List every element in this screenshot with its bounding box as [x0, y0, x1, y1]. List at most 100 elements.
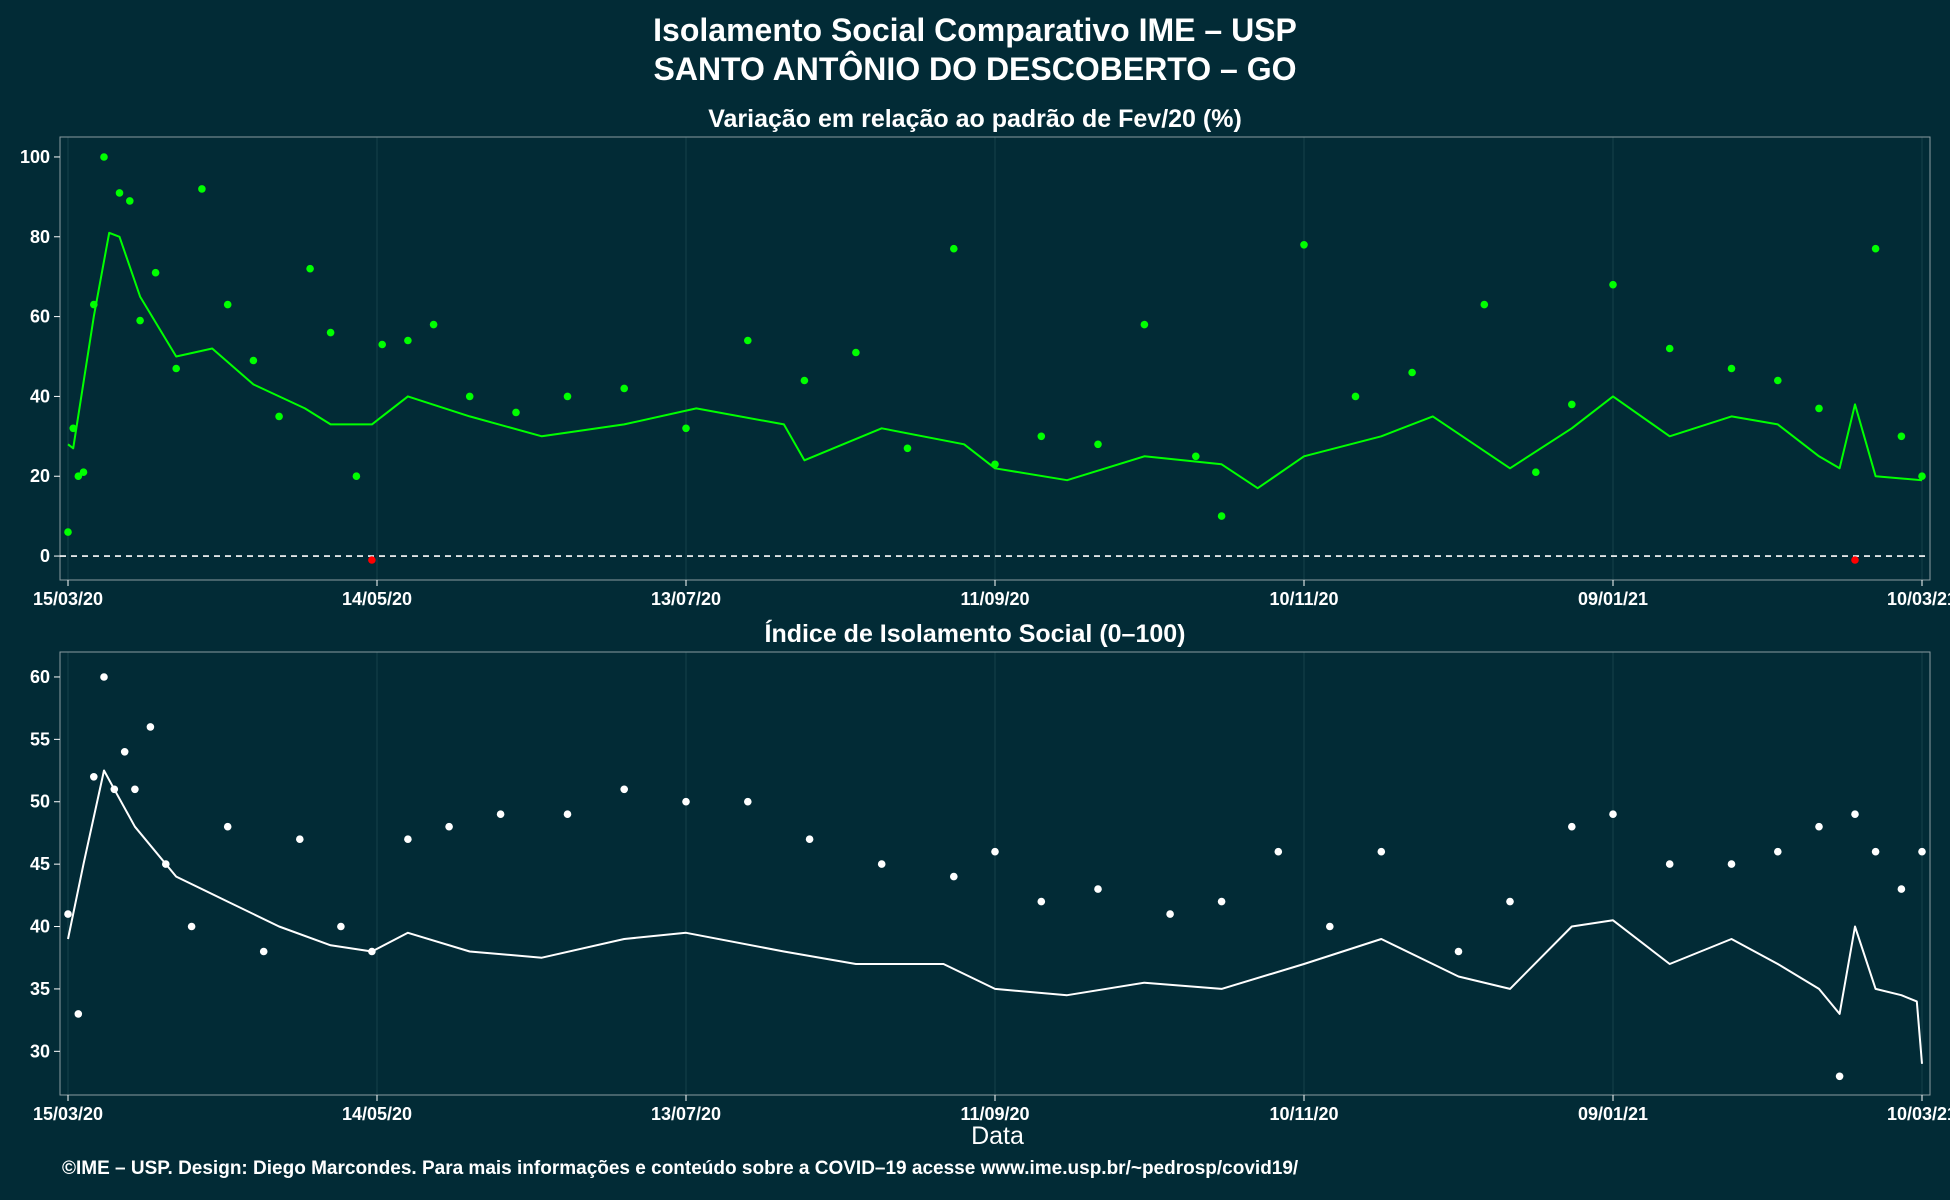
data-point	[1166, 910, 1174, 918]
y-tick-label: 35	[30, 979, 50, 999]
y-tick-label: 55	[30, 729, 50, 749]
data-point	[1609, 280, 1617, 289]
y-tick-label: 40	[30, 386, 50, 406]
data-point	[1851, 810, 1859, 818]
data-point	[1665, 344, 1674, 353]
data-point	[1408, 368, 1416, 377]
y-tick-label: 30	[30, 1041, 50, 1061]
data-point	[1217, 512, 1226, 520]
x-tick-label: 10/11/20	[1269, 589, 1338, 609]
data-point	[74, 472, 83, 481]
data-point	[877, 860, 886, 868]
data-point	[1897, 885, 1906, 893]
data-point	[852, 348, 860, 357]
data-point	[296, 835, 304, 843]
data-point	[445, 822, 453, 831]
y-tick-label: 80	[30, 227, 50, 247]
panel-variation: 0 20 40 60 80 100 15/03/20 14/05/20 13/07/20 11/0…	[20, 136, 1950, 609]
data-point	[1037, 432, 1046, 441]
data-point	[404, 336, 412, 345]
data-point	[337, 922, 345, 931]
data-point	[1351, 392, 1360, 401]
data-point	[1609, 810, 1617, 818]
chart-title-line1: Isolamento Social Comparativo IME – USP	[653, 12, 1297, 48]
data-point	[172, 364, 180, 373]
x-tick-label: 09/01/21	[1578, 589, 1648, 609]
data-point	[1774, 847, 1782, 856]
data-point	[368, 947, 376, 956]
data-point	[64, 528, 72, 536]
y-tick-label: 60	[30, 307, 50, 327]
data-point	[136, 316, 144, 325]
data-point	[131, 785, 139, 794]
data-point	[151, 268, 160, 277]
y-tick-label: 45	[30, 854, 50, 874]
data-point	[682, 797, 690, 806]
x-tick-label: 10/03/21	[1887, 589, 1950, 609]
data-point	[744, 797, 752, 806]
x-tick-label: 11/09/20	[960, 589, 1029, 609]
x-tick-label: 14/05/20	[342, 589, 412, 609]
moving-average-line	[67, 231, 1923, 490]
data-point	[1377, 847, 1386, 856]
data-point	[1871, 244, 1880, 253]
data-point	[1568, 822, 1576, 831]
data-point	[496, 810, 505, 818]
data-point	[368, 556, 376, 564]
y-tick-label: 50	[30, 792, 50, 812]
y-tick-label: 20	[30, 466, 50, 486]
y-tick-label: 40	[30, 917, 50, 937]
data-point	[110, 785, 119, 794]
data-point	[903, 444, 912, 453]
data-point	[126, 197, 134, 205]
data-point	[1192, 452, 1200, 461]
data-point	[1326, 922, 1334, 931]
chart-title-line2: SANTO ANTÔNIO DO DESCOBERTO – GO	[653, 51, 1297, 87]
data-point	[90, 773, 98, 781]
x-tick-label: 14/05/20	[342, 1104, 412, 1124]
data-point	[100, 153, 108, 161]
moving-average-line	[67, 769, 1923, 1064]
data-point	[1532, 468, 1540, 477]
data-point	[563, 810, 572, 818]
data-point	[259, 947, 268, 956]
data-point	[1727, 860, 1736, 868]
data-point	[429, 320, 438, 329]
data-point	[1274, 847, 1283, 856]
data-point	[1918, 847, 1926, 856]
x-tick-label: 10/11/20	[1269, 1104, 1338, 1124]
panel-title-index: Índice de Isolamento Social (0–100)	[764, 620, 1186, 648]
data-point	[223, 300, 232, 309]
panel-index: 30 35 40 45 50 55 60 15/03/20 14/05/20 13/07/20 11…	[30, 651, 1950, 1124]
data-point	[1217, 897, 1226, 906]
y-tick-label: 60	[30, 667, 50, 687]
footer-caption: ©IME – USP. Design: Diego Marcondes. Par…	[62, 1158, 1299, 1179]
data-point	[1454, 947, 1463, 956]
data-point	[1094, 885, 1102, 893]
data-point	[1727, 364, 1736, 373]
data-point	[512, 408, 520, 417]
data-point	[1774, 376, 1782, 385]
data-point	[74, 1010, 83, 1018]
data-point	[1665, 860, 1674, 868]
data-point	[1506, 897, 1514, 906]
data-point	[620, 384, 628, 393]
x-axis-label: Data	[971, 1122, 1024, 1150]
x-tick-label: 13/07/20	[651, 1104, 721, 1124]
data-point	[1037, 897, 1046, 906]
x-tick-label: 13/07/20	[651, 589, 721, 609]
data-point	[69, 424, 77, 433]
data-point	[404, 835, 412, 843]
data-point	[1815, 404, 1823, 413]
data-point	[306, 264, 314, 273]
data-point	[90, 300, 98, 309]
data-point	[620, 785, 628, 794]
data-point	[563, 392, 572, 401]
data-point	[950, 872, 958, 881]
data-point	[1851, 556, 1859, 564]
data-point	[991, 847, 999, 856]
y-tick-label: 0	[40, 546, 50, 566]
x-tick-label: 10/03/21	[1887, 1104, 1950, 1124]
data-point	[805, 835, 814, 843]
